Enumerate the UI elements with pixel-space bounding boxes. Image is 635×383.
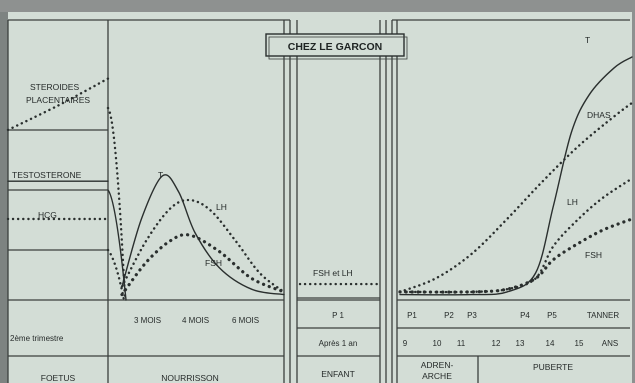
- stage-tick-label: P4: [520, 311, 530, 320]
- stage-tick-label: P5: [547, 311, 557, 320]
- stage-tick-label: P1: [407, 311, 417, 320]
- birth-drop-line-3: [106, 248, 126, 302]
- label-fsh-lh-child: FSH et LH: [313, 268, 353, 278]
- series-t-panel-2: [121, 174, 285, 296]
- label-steroides-1: STEROIDES: [30, 82, 79, 92]
- age-tick-label: ANS: [602, 339, 618, 348]
- stage-tick-label: P2: [444, 311, 454, 320]
- paper-background: [4, 12, 632, 383]
- age-tick-4-mois: 4 MOIS: [182, 316, 209, 325]
- age-tick-label: 13: [516, 339, 525, 348]
- label-t-infant: T: [158, 170, 163, 180]
- age-tick-label: 9: [403, 339, 408, 348]
- stage-p1-child: P 1: [332, 311, 344, 320]
- age-tick-label: 15: [575, 339, 584, 348]
- birth-drop-line-1: [106, 106, 127, 302]
- age-tick-3-mois: 3 MOIS: [134, 316, 161, 325]
- label-fsh-infant: FSH: [205, 258, 222, 268]
- age-tick-label: 12: [492, 339, 501, 348]
- label-fsh-puberty: FSH: [585, 250, 602, 260]
- age-tick-label: 10: [433, 339, 442, 348]
- title-box: [265, 33, 405, 57]
- label-hcg: HCG: [38, 210, 57, 220]
- chart-title: CHEZ LE GARCON: [288, 41, 383, 53]
- age-2e-trimestre: 2ème trimestre: [10, 334, 64, 343]
- age-apres-1-an: Après 1 an: [319, 339, 358, 348]
- period-nourrisson: NOURRISSON: [161, 373, 219, 383]
- period-foetus: FOETUS: [41, 373, 76, 383]
- label-steroides-2: PLACENTAIRES: [26, 95, 90, 105]
- label-t-puberty: T: [585, 35, 590, 45]
- label-lh-puberty: LH: [567, 197, 578, 207]
- age-tick-6-mois: 6 MOIS: [232, 316, 259, 325]
- left-shadow: [0, 0, 8, 383]
- series-lh-panel-4: [398, 177, 634, 294]
- period-enfant: ENFANT: [321, 369, 355, 379]
- period-adrenarche-2: ARCHE: [422, 371, 452, 381]
- series-t-panel-4: [399, 56, 633, 296]
- series-lh-panel-2: [120, 198, 286, 294]
- series-dhas-panel-4: [398, 101, 634, 294]
- stage-tick-label: P3: [467, 311, 477, 320]
- top-shadow: [0, 0, 635, 12]
- birth-drop-line-2: [107, 189, 127, 301]
- period-adrenarche-1: ADREN-: [421, 360, 454, 370]
- title-box-shadow: [268, 36, 408, 60]
- series-fsh-panel-4: [398, 217, 634, 294]
- label-testosterone: TESTOSTERONE: [12, 170, 82, 180]
- age-tick-label: 11: [457, 339, 466, 348]
- label-dhas: DHAS: [587, 110, 611, 120]
- series-fsh-panel-2: [120, 233, 286, 297]
- age-tick-label: 14: [546, 339, 555, 348]
- label-lh-infant: LH: [216, 202, 227, 212]
- period-puberte: PUBERTE: [533, 362, 573, 372]
- stage-tick-label: TANNER: [587, 311, 620, 320]
- series-steroides-placentaires-panel-1: [6, 77, 110, 132]
